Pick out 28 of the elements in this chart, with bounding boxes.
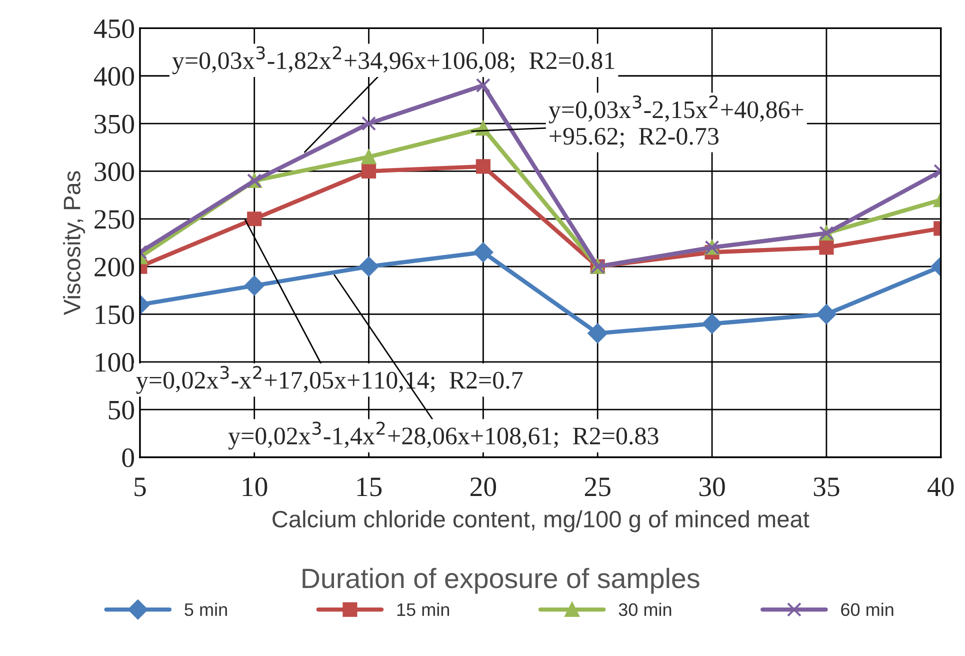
legend-label: 30 min	[618, 602, 672, 616]
x-tick-label: 20	[470, 477, 496, 496]
x-axis-title: Calcium chloride content, mg/100 g of minced meat	[272, 510, 810, 532]
x-tick-label: 25	[584, 478, 610, 496]
legend-label: 5 min	[184, 602, 227, 616]
x-tick-label: 10	[242, 477, 268, 496]
x-tick-label: 40	[928, 477, 954, 496]
legend-title: Duration of exposure of samples	[302, 568, 700, 594]
y-tick-label: 300	[94, 162, 134, 182]
x-tick-label: 30	[699, 477, 725, 496]
y-tick-label: 400	[94, 67, 134, 86]
y-tick-label: 0	[122, 448, 134, 468]
x-tick-label: 35	[814, 478, 840, 496]
y-tick-label: 100	[96, 353, 134, 372]
y-tick-label: 150	[96, 305, 134, 324]
annotation: y=0,03x$^{3}$-2,15x$^{2}$+40,86+ +95.62; R2-0.73	[548, 95, 804, 148]
annotation: y=0,03x$^{3}$-1,82x$^{2}$+34,96x+106,08; R2=0.81	[172, 46, 614, 74]
legend-label: 60 min	[841, 602, 894, 616]
legend-label: 15 min	[397, 602, 450, 616]
x-tick-label: 5	[134, 478, 146, 496]
y-tick-label: 350	[94, 114, 134, 134]
y-axis-title: Viscosity, Pas	[63, 171, 86, 316]
annotation: y=0,02x$^{3}$-1,4x$^{2}$+28,06x+108,61; R2=0.83	[228, 422, 658, 450]
y-tick-label: 200	[94, 258, 134, 276]
x-tick-label: 15	[357, 478, 382, 496]
y-tick-label: 450	[94, 19, 134, 38]
y-tick-label: 50	[108, 400, 134, 420]
y-tick-label: 250	[94, 210, 134, 229]
